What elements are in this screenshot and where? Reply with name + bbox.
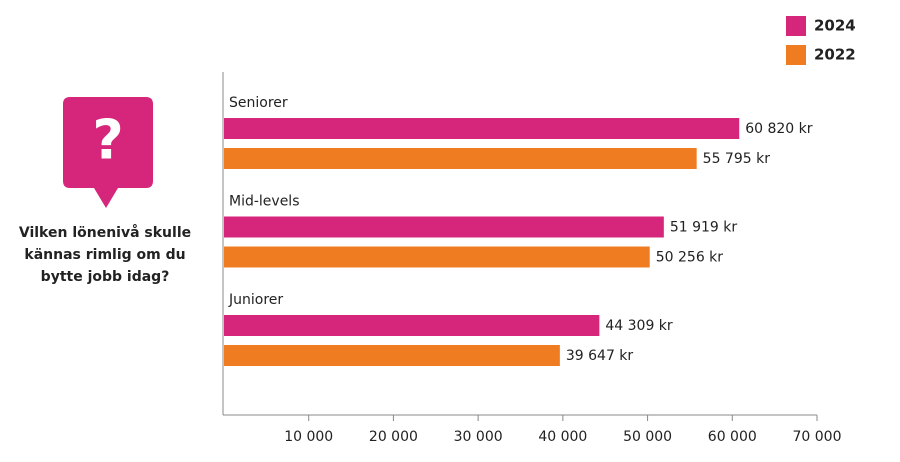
category-label: Juniorer	[228, 292, 283, 308]
value-label: 55 795 kr	[703, 151, 771, 167]
x-tick-label: 10 000	[284, 429, 333, 445]
value-label: 44 309 kr	[605, 318, 673, 334]
bar	[224, 148, 697, 169]
bar	[224, 315, 600, 336]
x-tick-label: 40 000	[538, 429, 587, 445]
legend-swatch	[786, 16, 806, 36]
legend-label: 2024	[814, 17, 856, 35]
category-label: Seniorer	[229, 95, 288, 111]
value-label: 51 919 kr	[670, 220, 738, 236]
category-label: Mid-levels	[229, 194, 300, 210]
bar	[224, 216, 664, 238]
question: Vilken lönenivå skulle kännas rimlig om …	[18, 225, 192, 285]
x-tick-label: 30 000	[454, 429, 503, 445]
icon-mark: ?	[92, 109, 123, 172]
value-label: 50 256 kr	[656, 250, 724, 266]
x-tick-label: 50 000	[623, 429, 672, 445]
question-icon	[63, 97, 153, 208]
bar	[224, 246, 650, 268]
bar	[224, 118, 740, 139]
x-tick-label: 20 000	[369, 429, 418, 445]
legend-label: 2022	[814, 46, 856, 64]
x-tick-label: 60 000	[708, 429, 757, 445]
value-label: 60 820 kr	[745, 121, 813, 137]
bar	[224, 345, 560, 366]
value-label: 39 647 kr	[566, 348, 634, 364]
legend-swatch	[786, 45, 806, 65]
x-tick-label: 70 000	[793, 429, 842, 445]
